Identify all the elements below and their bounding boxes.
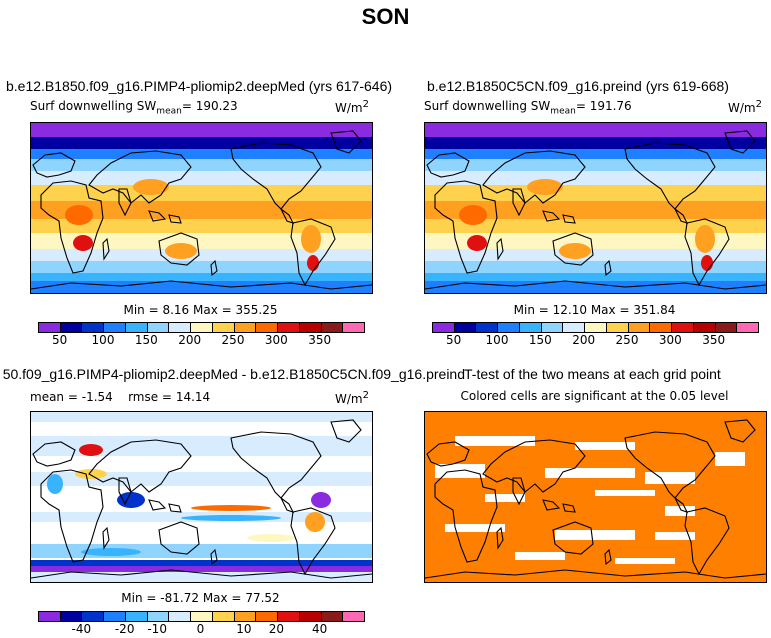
colorbar-swatch <box>321 323 344 332</box>
colorbar-swatch <box>693 323 716 332</box>
colorbar-swatch <box>454 323 477 332</box>
colorbar-swatch <box>321 612 344 621</box>
panel-1-colorbar <box>38 322 365 333</box>
colorbar-swatch <box>191 612 213 621</box>
colorbar-tick-label: -10 <box>147 622 167 636</box>
colorbar-tick-label: 0 <box>196 622 205 636</box>
colorbar-tick-label: 40 <box>312 622 328 636</box>
colorbar-swatch <box>39 323 61 332</box>
colorbar-tick-label: 10 <box>236 622 252 636</box>
colorbar-tick-label: 300 <box>658 333 682 347</box>
panel-1-title: b.e12.B1850.f09_g16.PIMP4-pliomip2.deepM… <box>6 78 393 94</box>
colorbar-swatch <box>212 323 235 332</box>
colorbar-swatch <box>585 323 607 332</box>
colorbar-swatch <box>147 612 170 621</box>
panel-1-minmax: Min = 8.16 Max = 355.25 <box>123 303 278 317</box>
panel-2-colorbar <box>432 322 759 333</box>
panel-2-subtitle: Surf downwelling SWmean= 191.76 <box>424 99 632 117</box>
panel-1-map <box>30 122 373 294</box>
colorbar-swatch <box>606 323 629 332</box>
colorbar-swatch <box>234 612 257 621</box>
colorbar-swatch <box>519 323 542 332</box>
panel-2-title: b.e12.B1850C5CN.f09_g16.preind (yrs 619-… <box>427 78 729 94</box>
panel-3-units: W/m2 <box>335 390 369 406</box>
colorbar-tick-label: 250 <box>221 333 245 347</box>
colorbar-swatch <box>737 323 759 332</box>
colorbar-tick-label: 200 <box>572 333 596 347</box>
colorbar-swatch <box>169 612 192 621</box>
colorbar-swatch <box>212 612 235 621</box>
panel-4-subtitle: Colored cells are significant at the 0.0… <box>460 389 729 403</box>
colorbar-swatch <box>715 323 738 332</box>
colorbar-tick-label: 200 <box>178 333 202 347</box>
colorbar-swatch <box>169 323 192 332</box>
colorbar-swatch <box>343 323 365 332</box>
colorbar-swatch <box>147 323 170 332</box>
colorbar-tick-label: -20 <box>114 622 135 636</box>
colorbar-swatch <box>278 612 300 621</box>
colorbar-swatch <box>256 323 279 332</box>
panel-4-map <box>424 411 767 583</box>
panel-2-units: W/m2 <box>728 99 762 115</box>
colorbar-swatch <box>563 323 586 332</box>
colorbar-tick-label: 50 <box>52 333 68 347</box>
colorbar-swatch <box>60 323 83 332</box>
panel-3-map <box>30 411 373 583</box>
panel-3-colorbar-labels: -40 -20 -10 0 10 20 40 <box>38 622 363 636</box>
colorbar-tick-label: 250 <box>615 333 639 347</box>
panel-1-subtitle: Surf downwelling SWmean= 190.23 <box>30 99 238 117</box>
colorbar-tick-label: 100 <box>91 333 115 347</box>
colorbar-swatch <box>498 323 520 332</box>
colorbar-swatch <box>104 612 126 621</box>
panel-3-minmax: Min = -81.72 Max = 77.52 <box>121 591 280 605</box>
figure-title: SON <box>361 4 410 29</box>
colorbar-swatch <box>104 323 126 332</box>
colorbar-tick-label: 150 <box>528 333 552 347</box>
colorbar-tick-label: 300 <box>264 333 288 347</box>
colorbar-swatch <box>299 612 322 621</box>
colorbar-swatch <box>125 612 148 621</box>
colorbar-tick-label: 350 <box>308 333 332 347</box>
panel-1-colorbar-labels: 50 100 150 200 250 300 350 <box>38 333 363 347</box>
colorbar-swatch <box>476 323 499 332</box>
colorbar-swatch <box>278 323 300 332</box>
panel-2-minmax: Min = 12.10 Max = 351.84 <box>513 303 676 317</box>
colorbar-swatch <box>82 323 105 332</box>
colorbar-swatch <box>39 612 61 621</box>
colorbar-tick-label: 50 <box>446 333 462 347</box>
panel-1-units: W/m2 <box>335 99 369 115</box>
colorbar-swatch <box>650 323 673 332</box>
colorbar-swatch <box>256 612 279 621</box>
colorbar-swatch <box>541 323 564 332</box>
panel-3-title: 50.f09_g16.PIMP4-pliomip2.deepMed - b.e1… <box>2 366 465 382</box>
colorbar-swatch <box>234 323 257 332</box>
colorbar-swatch <box>299 323 322 332</box>
panel-3-subtitle: mean = -1.54 rmse = 14.14 <box>30 390 211 404</box>
colorbar-tick-label: 20 <box>268 622 284 636</box>
colorbar-swatch <box>433 323 455 332</box>
panel-2-map <box>424 122 767 294</box>
colorbar-swatch <box>125 323 148 332</box>
colorbar-tick-label: -40 <box>71 622 92 636</box>
panel-4-title: T-test of the two means at each grid poi… <box>464 366 721 382</box>
panel-2-colorbar-labels: 50 100 150 200 250 300 350 <box>432 333 757 347</box>
colorbar-swatch <box>672 323 694 332</box>
colorbar-swatch <box>82 612 105 621</box>
panel-3-colorbar <box>38 611 365 622</box>
colorbar-swatch <box>343 612 365 621</box>
colorbar-tick-label: 100 <box>485 333 509 347</box>
colorbar-tick-label: 350 <box>702 333 726 347</box>
colorbar-swatch <box>628 323 651 332</box>
colorbar-swatch <box>191 323 213 332</box>
colorbar-tick-label: 150 <box>134 333 158 347</box>
colorbar-swatch <box>60 612 83 621</box>
